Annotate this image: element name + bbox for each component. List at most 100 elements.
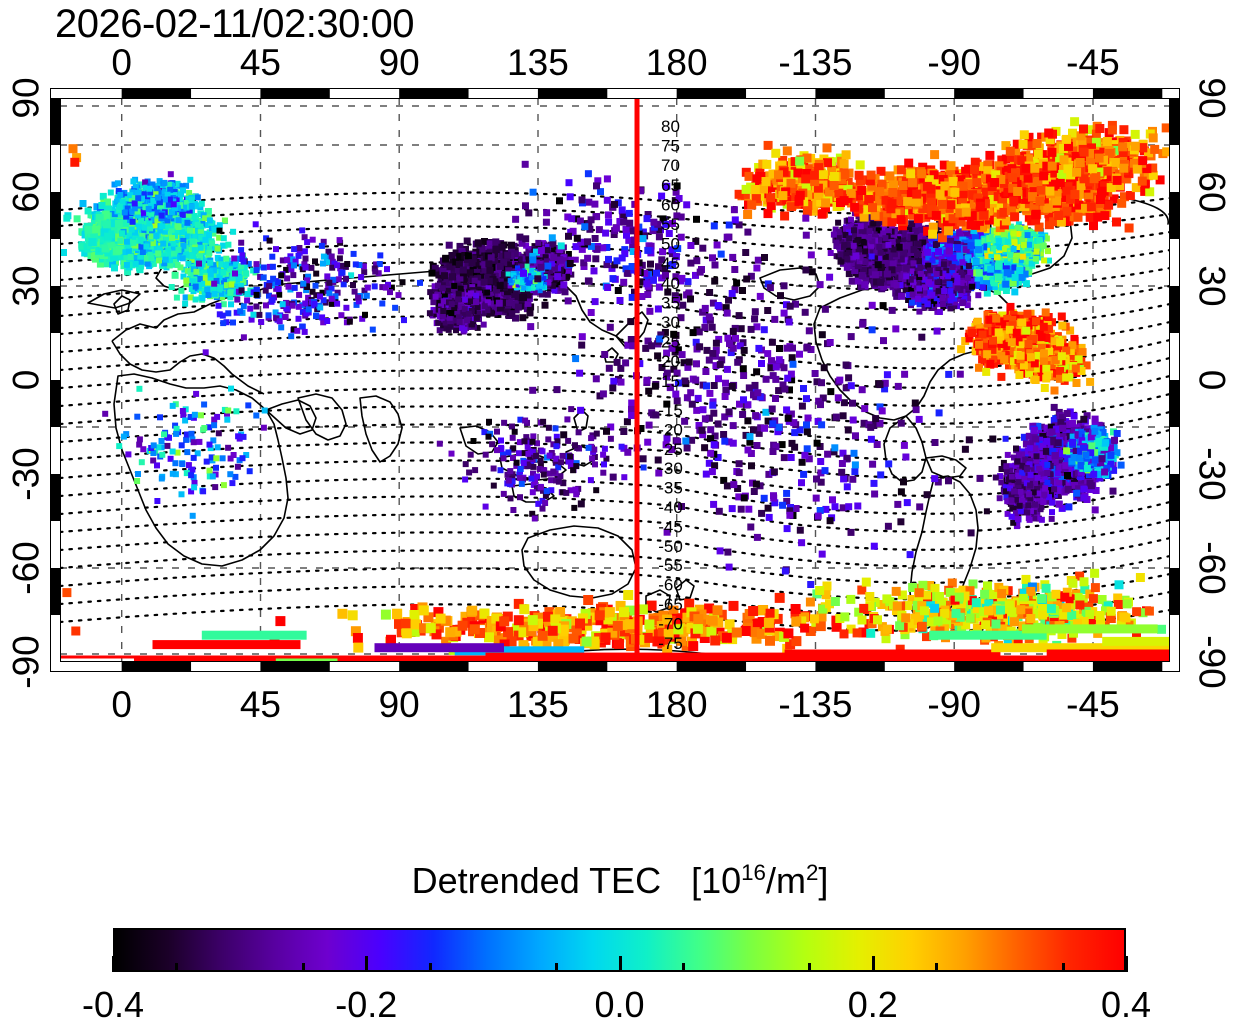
tec-pixel [216, 222, 223, 229]
tec-pixel [174, 262, 181, 268]
tec-pixel [92, 225, 101, 234]
tec-pixel [114, 219, 123, 228]
tec-pixel [428, 269, 436, 277]
tec-pixel [98, 202, 106, 209]
tec-pixel [79, 200, 87, 207]
tec-pixel [206, 217, 213, 224]
tec-pixel [168, 284, 175, 290]
map-panel: 80 75 70 65 60 55 50 45 40 35 30 25 20 15 -15 -20 -25 -30… [50, 88, 1180, 672]
tec-pixel [192, 296, 199, 303]
tec-pixel [161, 179, 168, 186]
tec-pixel [130, 239, 137, 246]
tec-pixel [179, 211, 186, 218]
tec-pixel [136, 223, 143, 230]
tec-pixel [137, 236, 144, 243]
tec-pixel [63, 214, 71, 222]
tec-pixel [104, 232, 113, 241]
tec-data-points [60, 117, 1170, 662]
tec-pixel [73, 215, 81, 223]
tec-pixel [225, 241, 232, 248]
tec-pixel [156, 257, 162, 264]
tec-pixel [123, 238, 130, 245]
tec-pixel [178, 287, 185, 294]
tec-pixel [230, 228, 237, 235]
tec-pixel [182, 300, 189, 307]
tec-pixel [192, 283, 199, 290]
tec-pixel [220, 235, 227, 242]
tec-pixel [60, 249, 67, 256]
tec-pixel [202, 236, 209, 243]
tec-pixel [143, 243, 150, 250]
tec-pixel [128, 226, 135, 233]
tec-pixel [205, 292, 212, 298]
tec-pixel [146, 185, 153, 192]
tec-pixel [130, 178, 137, 185]
tec-pixel [197, 244, 204, 251]
tec-pixel [526, 309, 534, 317]
tec-pixel [119, 230, 126, 237]
tec-pixel [188, 203, 195, 210]
tec-pixel [84, 207, 92, 215]
tec-pixel [193, 268, 200, 275]
tec-pixel [123, 261, 130, 268]
tec-pixel [139, 249, 146, 255]
tec-pixel [244, 291, 251, 297]
tec-pixel [111, 264, 118, 272]
tec-pixel [188, 196, 195, 203]
tec-pixel [223, 255, 230, 262]
tec-pixel [162, 256, 169, 263]
tec-pixel [175, 217, 182, 224]
tec-pixel [206, 249, 213, 256]
tec-pixel [187, 176, 194, 183]
tec-pixel [158, 212, 165, 219]
tec-pixel [191, 247, 198, 254]
tec-pixel [189, 238, 196, 245]
tec-pixel [220, 301, 227, 308]
tec-pixel [125, 247, 132, 254]
tec-pixel [169, 235, 175, 241]
tec-pixel [222, 262, 229, 269]
tec-pixel [209, 240, 216, 247]
tec-pixel [167, 171, 174, 178]
tec-pixel [117, 192, 124, 198]
tec-pixel [160, 240, 167, 247]
tec-pixel [228, 301, 234, 308]
tec-pixel [146, 220, 153, 227]
tec-pixel [117, 237, 124, 244]
tec-pixel [148, 255, 155, 262]
map-plot-area[interactable]: 8075706560555045403530252015-15-20-25-30… [60, 98, 1170, 662]
tec-pixel [121, 209, 128, 216]
tec-pixel [199, 295, 206, 302]
tec-pixel [171, 271, 179, 279]
tec-pixel [135, 189, 142, 196]
tec-pixel [132, 260, 139, 267]
tec-pixel [116, 203, 123, 210]
tec-pixel [145, 205, 152, 212]
tec-pixel [142, 179, 149, 186]
tec-pixel [159, 223, 166, 230]
tec-pixel [216, 285, 223, 292]
tec-pixel [211, 290, 218, 297]
tec-pixel [155, 250, 162, 257]
tec-pixel [227, 289, 234, 296]
tec-pixel [214, 245, 221, 252]
tec-pixel [445, 241, 453, 249]
tec-pixel [183, 277, 190, 284]
tec-pixel [127, 254, 134, 261]
tec-pixel [194, 221, 201, 228]
tec-pixel [170, 240, 177, 247]
tec-pixel [187, 227, 193, 234]
tec-pixel [173, 294, 180, 301]
tec-pixel [178, 191, 184, 198]
tec-pixel [114, 180, 121, 187]
tec-pixel [519, 314, 527, 322]
tec-pixel [107, 189, 114, 196]
tec-pixel [129, 218, 136, 225]
tec-pixel [198, 200, 205, 207]
tec-pixel [243, 270, 250, 277]
page-title: 2026-02-11/02:30:00 [55, 2, 414, 47]
tec-pixel [170, 201, 177, 208]
tec-pixel [179, 255, 186, 262]
tec-pixel [131, 200, 138, 207]
tec-pixel [144, 260, 151, 267]
